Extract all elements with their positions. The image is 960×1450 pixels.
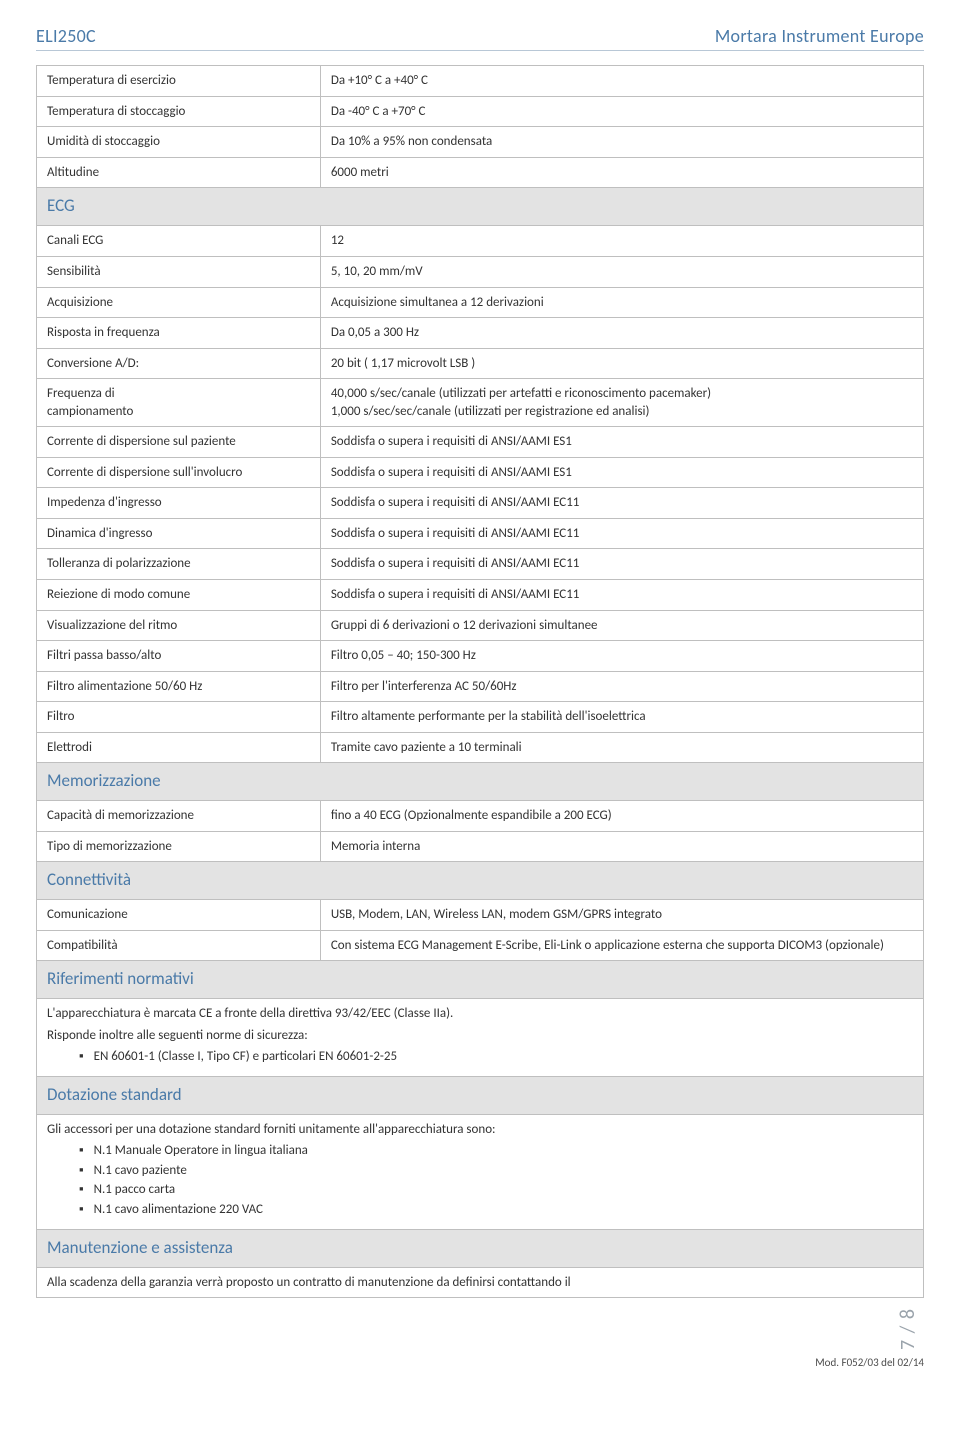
dot-bullet-2: N.1 pacco carta <box>79 1181 915 1199</box>
env-label-1: Temperatura di stoccaggio <box>37 96 321 127</box>
ecg-label-13: Filtri passa basso/alto <box>37 641 321 672</box>
mem-value-1: Memoria interna <box>320 831 923 862</box>
section-mem-heading: Memorizzazione <box>37 763 924 801</box>
mem-label-1: Tipo di memorizzazione <box>37 831 321 862</box>
ecg-value-15: Filtro altamente performante per la stab… <box>320 702 923 733</box>
doc-mod-code: Mod. F052/03 del 02/14 <box>36 1356 924 1371</box>
ecg-value-5: 40,000 s/sec/canale (utilizzati per arte… <box>320 379 923 427</box>
section-ref-heading: Riferimenti normativi <box>37 961 924 999</box>
man-body: Alla scadenza della garanzia verrà propo… <box>37 1267 924 1298</box>
ecg-value-13: Filtro 0,05 – 40; 150-300 Hz <box>320 641 923 672</box>
ecg-label-5: Frequenza di campionamento <box>37 379 321 427</box>
ecg-value-6: Soddisfa o supera i requisiti di ANSI/AA… <box>320 427 923 458</box>
env-value-3: 6000 metri <box>320 157 923 188</box>
ecg-value-3: Da 0,05 a 300 Hz <box>320 318 923 349</box>
dot-bullet-0: N.1 Manuale Operatore in lingua italiana <box>79 1142 915 1160</box>
ecg-value-14: Filtro per l'interferenza AC 50/60Hz <box>320 671 923 702</box>
section-dot-heading: Dotazione standard <box>37 1076 924 1114</box>
dot-body: Gli accessori per una dotazione standard… <box>37 1114 924 1229</box>
ecg-label-4: Conversione A/D: <box>37 348 321 379</box>
section-conn-heading: Connettività <box>37 862 924 900</box>
ecg-value-4: 20 bit ( 1,17 microvolt LSB ) <box>320 348 923 379</box>
ecg-value-2: Acquisizione simultanea a 12 derivazioni <box>320 287 923 318</box>
env-label-2: Umidità di stoccaggio <box>37 127 321 158</box>
ecg-label-7: Corrente di dispersione sull'involucro <box>37 457 321 488</box>
ecg-value-0: 12 <box>320 226 923 257</box>
ecg-label-14: Filtro alimentazione 50/60 Hz <box>37 671 321 702</box>
page-header: ELI250C Mortara Instrument Europe <box>36 24 924 51</box>
header-right: Mortara Instrument Europe <box>715 24 924 48</box>
ecg-label-12: Visualizzazione del ritmo <box>37 610 321 641</box>
ecg-value-16: Tramite cavo paziente a 10 terminali <box>320 732 923 763</box>
dot-line1: Gli accessori per una dotazione standard… <box>47 1121 915 1139</box>
ecg-label-15: Filtro <box>37 702 321 733</box>
ref-body: L'apparecchiatura è marcata CE a fronte … <box>37 999 924 1077</box>
conn-label-0: Comunicazione <box>37 900 321 931</box>
ecg-label-11: Reiezione di modo comune <box>37 579 321 610</box>
mem-value-0: fino a 40 ECG (Opzionalmente espandibile… <box>320 801 923 832</box>
ecg-label-0: Canali ECG <box>37 226 321 257</box>
ref-line1: L'apparecchiatura è marcata CE a fronte … <box>47 1005 915 1023</box>
ecg-label-2: Acquisizione <box>37 287 321 318</box>
section-man-heading: Manutenzione e assistenza <box>37 1229 924 1267</box>
ref-bullet-0: EN 60601-1 (Classe I, Tipo CF) e partico… <box>79 1048 915 1066</box>
ref-bullets: EN 60601-1 (Classe I, Tipo CF) e partico… <box>79 1048 915 1066</box>
section-ecg-heading: ECG <box>37 188 924 226</box>
ecg-value-9: Soddisfa o supera i requisiti di ANSI/AA… <box>320 518 923 549</box>
ecg-value-11: Soddisfa o supera i requisiti di ANSI/AA… <box>320 579 923 610</box>
ecg-label-16: Elettrodi <box>37 732 321 763</box>
env-value-1: Da -40° C a +70° C <box>320 96 923 127</box>
ecg-value-12: Gruppi di 6 derivazioni o 12 derivazioni… <box>320 610 923 641</box>
ecg-value-1: 5, 10, 20 mm/mV <box>320 256 923 287</box>
ecg-value-8: Soddisfa o supera i requisiti di ANSI/AA… <box>320 488 923 519</box>
man-line1: Alla scadenza della garanzia verrà propo… <box>47 1274 915 1292</box>
env-value-2: Da 10% a 95% non condensata <box>320 127 923 158</box>
dot-bullets: N.1 Manuale Operatore in lingua italiana… <box>79 1142 915 1218</box>
ecg-value-10: Soddisfa o supera i requisiti di ANSI/AA… <box>320 549 923 580</box>
header-left: ELI250C <box>36 24 96 48</box>
page-footer: 7 / 8 <box>36 1308 924 1350</box>
env-label-0: Temperatura di esercizio <box>37 66 321 97</box>
env-value-0: Da +10° C a +40° C <box>320 66 923 97</box>
ecg-label-10: Tolleranza di polarizzazione <box>37 549 321 580</box>
conn-value-1: Con sistema ECG Management E-Scribe, Eli… <box>320 930 923 961</box>
ecg-label-1: Sensibilità <box>37 256 321 287</box>
ecg-label-3: Risposta in frequenza <box>37 318 321 349</box>
page-number: 7 / 8 <box>895 1308 922 1350</box>
conn-label-1: Compatibilità <box>37 930 321 961</box>
env-label-3: Altitudine <box>37 157 321 188</box>
ref-line2: Risponde inoltre alle seguenti norme di … <box>47 1027 915 1045</box>
dot-bullet-1: N.1 cavo paziente <box>79 1162 915 1180</box>
ecg-label-9: Dinamica d'ingresso <box>37 518 321 549</box>
spec-table: Temperatura di esercizioDa +10° C a +40°… <box>36 65 924 1298</box>
mem-label-0: Capacità di memorizzazione <box>37 801 321 832</box>
dot-bullet-3: N.1 cavo alimentazione 220 VAC <box>79 1201 915 1219</box>
ecg-label-6: Corrente di dispersione sul paziente <box>37 427 321 458</box>
conn-value-0: USB, Modem, LAN, Wireless LAN, modem GSM… <box>320 900 923 931</box>
ecg-value-7: Soddisfa o supera i requisiti di ANSI/AA… <box>320 457 923 488</box>
ecg-label-8: Impedenza d'ingresso <box>37 488 321 519</box>
